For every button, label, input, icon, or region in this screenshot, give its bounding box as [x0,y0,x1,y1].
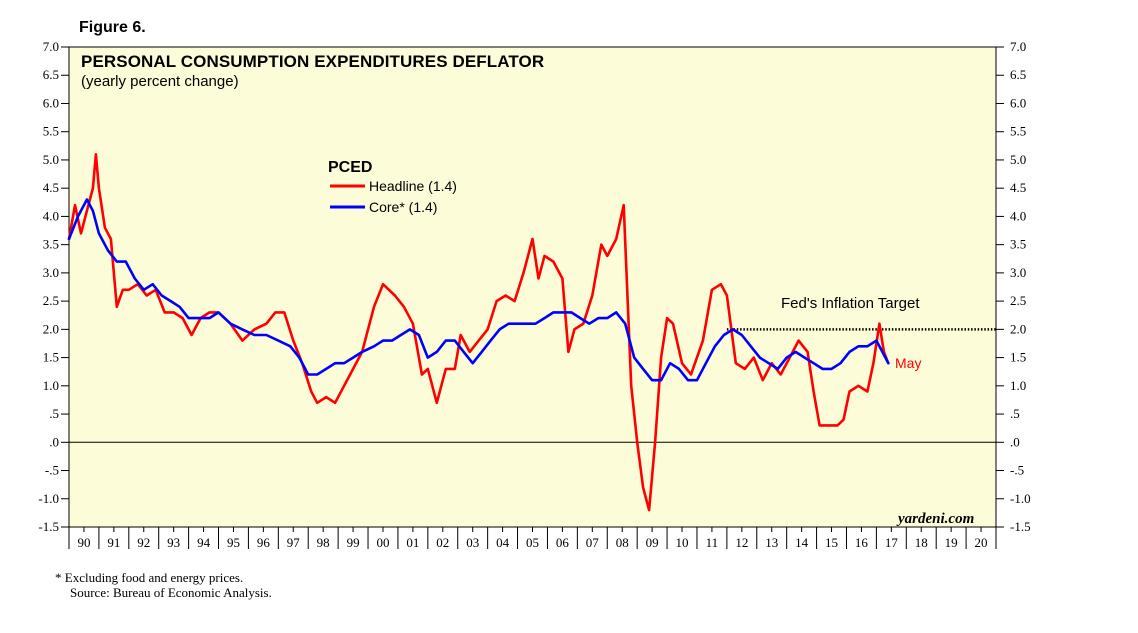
y-tick-label-right: 4.0 [1010,208,1026,223]
left-axis: 7.0 6.5 6.0 5.5 5.0 4.5 4.0 3.5 3.0 2.5 2.0 1.5 1.0.… [38,39,69,534]
y-tick-label-left: 1.0 [43,378,59,393]
y-tick-label-left: 6.5 [43,67,59,82]
x-tick-label: 03 [466,535,479,550]
headline-series-line [67,153,890,512]
x-tick-label: 11 [706,535,719,550]
series-layer [67,153,890,512]
chart-title: PERSONAL CONSUMPTION EXPENDITURES DEFLAT… [81,52,545,71]
y-tick-label-left: 7.0 [43,39,59,54]
y-tick-label-right: 7.0 [1010,39,1026,54]
y-tick-label-right: -1.5 [1010,519,1031,534]
chart-subtitle: (yearly percent change) [81,73,239,90]
core-series-line [67,198,890,382]
figure-label: Figure 6. [79,19,146,36]
x-tick-label: 10 [676,535,689,550]
plot-area [68,46,997,528]
y-tick-label-left: 5.0 [43,152,59,167]
footnote-source: Source: Bureau of Economic Analysis. [70,585,272,600]
x-tick-label: 91 [107,535,120,550]
y-tick-label-right: 6.5 [1010,67,1026,82]
y-tick-label-left: 4.0 [43,208,59,223]
y-tick-label-right: -1.0 [1010,491,1031,506]
footnote-core: * Excluding food and energy prices. [55,570,244,585]
y-tick-label-right: 1.5 [1010,350,1026,365]
y-tick-label-right: 5.0 [1010,152,1026,167]
x-tick-label: 09 [646,535,659,550]
x-tick-label: 14 [795,535,809,550]
y-tick-label-left: -.5 [45,463,59,478]
right-axis: 7.0 6.5 6.0 5.5 5.0 4.5 4.0 3.5 3.0 2.5 2.0 1.5 1.0.… [996,39,1031,534]
x-tick-label: 19 [945,535,958,550]
x-tick-label: 05 [526,535,539,550]
x-tick-label: 90 [77,535,90,550]
target-label: Fed's Inflation Target [781,295,920,312]
x-tick-label: 94 [197,535,211,550]
y-tick-label-left: 6.0 [43,95,59,110]
x-tick-label: 00 [376,535,389,550]
latest-month-label: May [895,355,921,371]
y-tick-label-right: 1.0 [1010,378,1026,393]
x-tick-label: 92 [137,535,150,550]
x-tick-label: 93 [167,535,180,550]
y-tick-label-left: 2.0 [43,321,59,336]
x-tick-label: 01 [406,535,419,550]
x-tick-label: 98 [317,535,330,550]
y-tick-label-right: 2.5 [1010,293,1026,308]
x-tick-label: 17 [885,535,899,550]
legend-title: PCED [328,159,372,176]
y-tick-label-left: 1.5 [43,350,59,365]
y-tick-label-left: .0 [49,434,59,449]
x-tick-label: 08 [616,535,629,550]
x-tick-label: 95 [227,535,240,550]
y-tick-label-left: 3.0 [43,265,59,280]
y-tick-label-right: -.5 [1010,463,1024,478]
x-tick-label: 18 [915,535,928,550]
y-tick-label-left: 3.5 [43,237,59,252]
x-axis: 90 91 92 93 94 95 96 97 98 99 00 01 02 03 04 05 06 07 08 09… [68,527,997,550]
y-tick-label-right: 6.0 [1010,95,1026,110]
x-tick-label: 20 [975,535,988,550]
y-tick-label-right: 2.0 [1010,321,1026,336]
y-tick-label-left: 4.5 [43,180,59,195]
x-tick-label: 12 [735,535,748,550]
x-tick-label: 97 [287,535,301,550]
x-tick-label: 06 [556,535,570,550]
x-tick-label: 13 [765,535,778,550]
y-tick-label-right: .0 [1010,434,1020,449]
y-tick-label-right: 4.5 [1010,180,1026,195]
legend-core-label: Core* (1.4) [369,199,437,215]
y-tick-label-left: -1.5 [38,519,59,534]
y-tick-label-right: 3.5 [1010,237,1026,252]
y-tick-label-right: .5 [1010,406,1020,421]
y-tick-label-left: 2.5 [43,293,59,308]
x-tick-label: 96 [257,535,271,550]
x-tick-label: 02 [436,535,449,550]
y-tick-label-left: 5.5 [43,124,59,139]
x-tick-label: 15 [825,535,838,550]
y-tick-label-right: 5.5 [1010,124,1026,139]
y-tick-label-right: 3.0 [1010,265,1026,280]
x-tick-label: 16 [855,535,869,550]
x-tick-label: 07 [586,535,600,550]
y-tick-label-left: -1.0 [38,491,59,506]
y-tick-label-left: .5 [49,406,59,421]
x-tick-label: 04 [496,535,510,550]
x-tick-label: 99 [347,535,360,550]
watermark: yardeni.com [896,511,974,527]
legend-headline-label: Headline (1.4) [369,178,457,194]
